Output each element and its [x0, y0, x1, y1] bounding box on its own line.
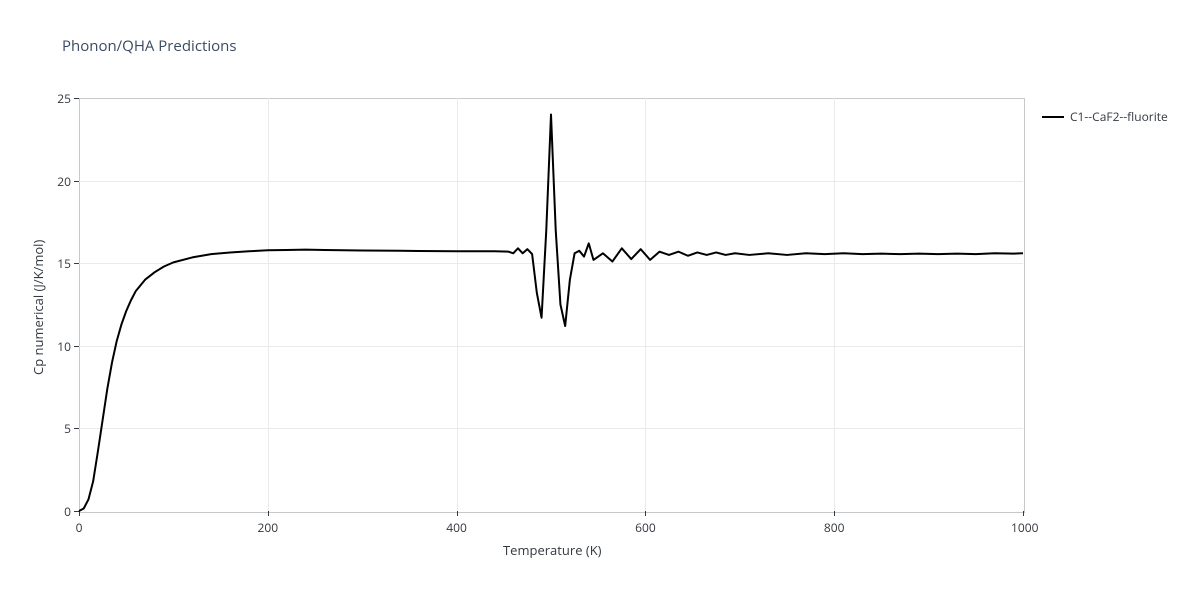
series-line[interactable]	[79, 115, 1023, 511]
series-layer	[0, 0, 1200, 600]
chart-root: { "title": "Phonon/QHA Predictions", "ti…	[0, 0, 1200, 600]
